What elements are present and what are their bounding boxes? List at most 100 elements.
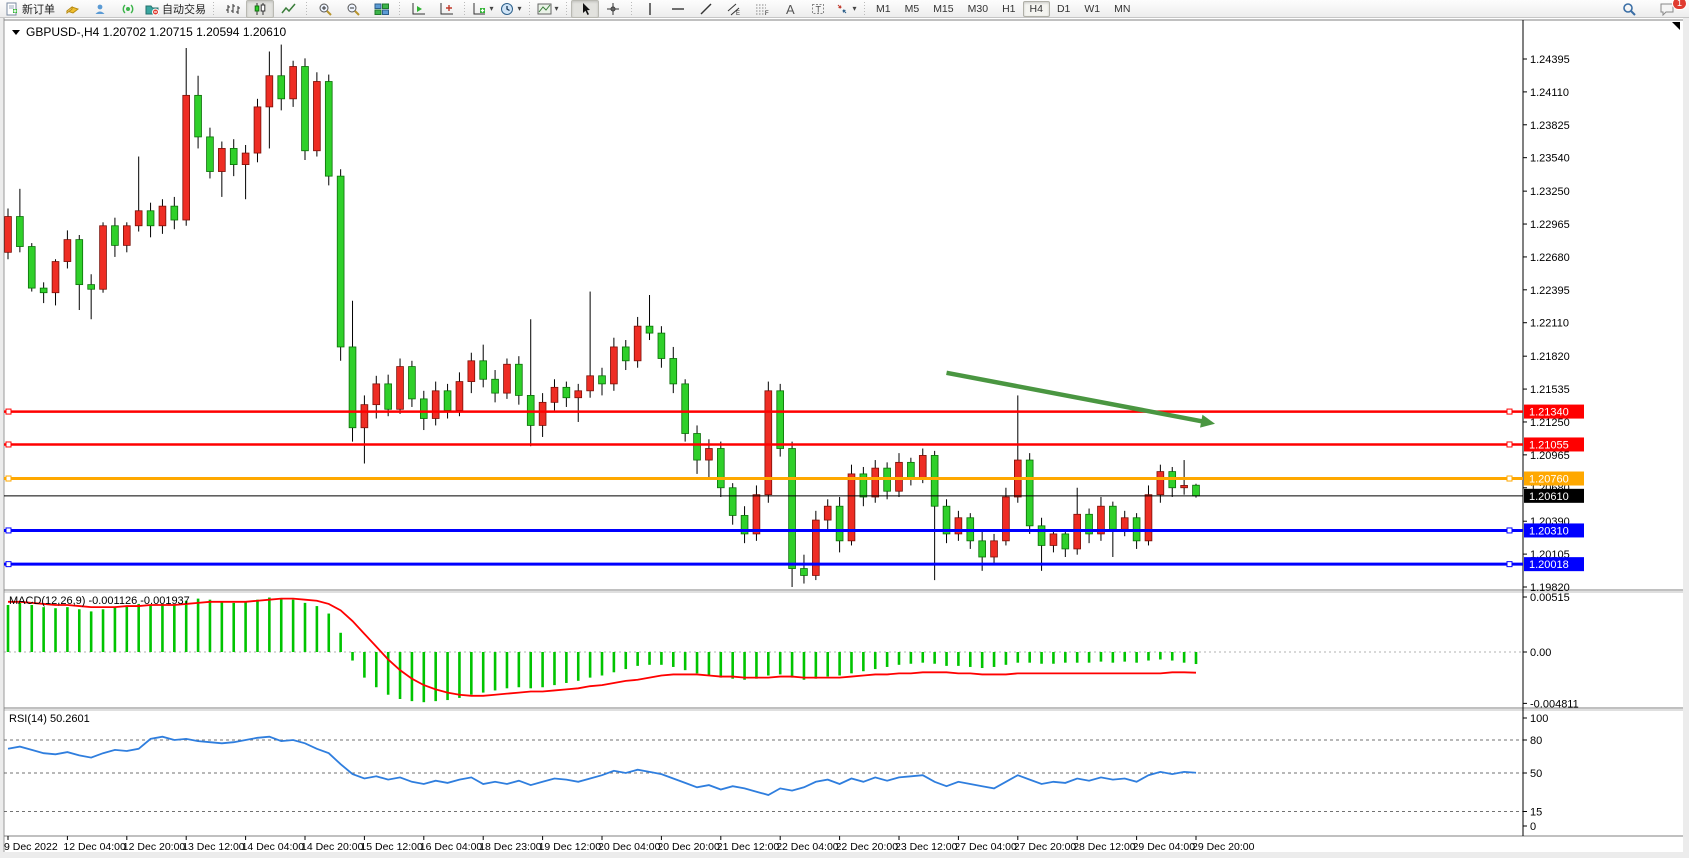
search-button[interactable] [1615,0,1643,18]
periods-button[interactable]: ▾ [497,0,525,18]
candle-body [301,66,309,152]
indicators-button[interactable]: ▾ [469,0,497,18]
notifications-button[interactable]: 1 [1653,0,1687,18]
price-label: 1.20310 [1529,525,1569,537]
candle-body [194,94,202,138]
market-watch-button[interactable] [58,0,86,18]
candle-body [265,75,274,108]
candle-body [372,383,381,406]
timeframe-button-m1[interactable]: M1 [876,2,891,15]
toolbar-separator [527,1,532,16]
crosshair-button[interactable] [599,0,627,18]
chart-shift-button[interactable] [432,0,460,18]
autotrading-button[interactable]: 自动交易 [142,0,209,18]
candle-body [229,148,238,166]
line-chart-button[interactable] [274,0,302,18]
line-handle[interactable] [5,527,12,534]
time-axis-label: 20 Dec 04:00 [598,841,661,853]
price-label-box [1524,523,1584,538]
candle-body [75,239,84,286]
candle-body [645,325,654,334]
text-label-button[interactable]: T [804,0,832,18]
time-axis-label: 20 Dec 20:00 [657,841,720,853]
candle-body [681,383,689,434]
candle-body [610,346,618,385]
line-handle[interactable] [5,408,12,415]
timeframe-button-h1[interactable]: H1 [1002,2,1016,15]
timeframe-button-m30[interactable]: M30 [967,2,989,15]
horizontal-line-button[interactable] [664,0,692,18]
candlestick-button[interactable] [246,0,274,18]
candle-body [669,358,678,385]
new-order-button[interactable]: 新订单 [2,0,58,18]
arrows-button[interactable]: ▾ [832,0,860,18]
line-chart-icon [280,3,296,13]
text-button[interactable]: A [776,0,804,18]
candle-body [942,505,951,535]
toolbar-separator [862,1,867,16]
toolbar-separator [629,1,634,16]
trend-arrow-head[interactable] [1200,414,1216,428]
candle-body [289,66,297,100]
candle-body [16,216,24,247]
time-axis-label: 19 Dec 12:00 [539,841,602,853]
indicators-icon [473,2,486,14]
candle-body [693,433,701,461]
templates-button[interactable]: ▾ [534,0,562,18]
symbol-dropdown-icon[interactable] [12,30,20,35]
candle-body [990,540,998,558]
timeframe-button-h4[interactable]: H4 [1022,0,1050,17]
vertical-line-button[interactable] [636,0,664,18]
gbpusd-h4-chart[interactable]: 1.24395 1.24110 1.23825 1.23540 1.23250 1.229… [0,18,1689,858]
tile-windows-icon [374,3,389,15]
price-label: 1.20018 [1529,559,1569,571]
crosshair-icon [606,2,619,15]
candle-body [491,378,499,394]
rsi-axis-label: 80 [1530,735,1542,747]
timeframe-button-d1[interactable]: D1 [1056,2,1071,15]
line-handle[interactable] [5,561,12,568]
equidistant-channel-button[interactable]: E [720,0,748,18]
timeframe-button-m5[interactable]: M5 [904,2,920,15]
candle-body [348,346,357,429]
candle-body [776,390,784,449]
timeframe-button-w1[interactable]: W1 [1084,2,1101,15]
line-handle[interactable] [5,475,12,482]
cursor-button[interactable] [571,0,599,18]
tile-windows-button[interactable] [367,0,395,18]
line-handle[interactable] [1506,475,1513,482]
line-handle[interactable] [1506,441,1513,448]
trendline-icon [700,3,711,14]
bid-price-label: 1.20610 [1529,491,1569,503]
time-axis-label: 15 Dec 12:00 [360,841,423,853]
trend-arrow-object[interactable] [946,370,1206,425]
toolbar-separator [211,1,216,16]
macd-axis-label: -0.004811 [1530,698,1579,710]
candle-body [218,148,226,172]
time-axis-label: 21 Dec 12:00 [717,841,780,853]
time-axis-label: 18 Dec 23:00 [479,841,542,853]
fibonacci-button[interactable]: F [748,0,776,18]
timeframe-button-m15[interactable]: M15 [933,2,954,15]
community-button[interactable] [86,0,114,18]
line-handle[interactable] [1506,527,1513,534]
line-handle[interactable] [1506,561,1513,568]
line-handle[interactable] [5,441,12,448]
timeframe-button-mn[interactable]: MN [1114,2,1131,15]
line-handle[interactable] [1506,408,1513,415]
horizontal-line-icon [671,7,684,10]
candle-body [550,386,559,403]
bar-chart-button[interactable] [218,0,246,18]
signals-button[interactable] [114,0,142,18]
candle-body [479,360,487,380]
rsi-axis-label: 100 [1530,713,1548,725]
price-label-box [1524,437,1584,452]
zoom-out-button[interactable] [339,0,367,18]
candle-body [538,401,547,426]
auto-scroll-button[interactable] [404,0,432,18]
macd-label: MACD(12,26,9) -0.001126 -0.001937 [9,595,190,607]
zoom-in-button[interactable] [311,0,339,18]
trendline-button[interactable] [692,0,720,18]
candle-body [396,366,404,410]
